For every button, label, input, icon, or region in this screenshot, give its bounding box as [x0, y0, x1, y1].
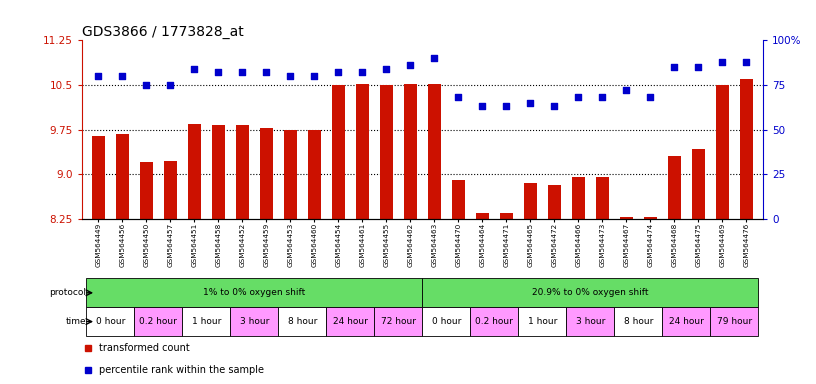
Point [499, 103, 512, 109]
Text: 3 hour: 3 hour [575, 317, 605, 326]
Bar [619, 217, 632, 219]
Point [164, 82, 177, 88]
Text: 8 hour: 8 hour [287, 317, 317, 326]
Bar [710, 307, 758, 336]
Bar [278, 307, 326, 336]
Point [644, 94, 657, 101]
Point [356, 70, 369, 76]
Point [212, 70, 225, 76]
Bar [499, 213, 512, 219]
Bar [230, 307, 278, 336]
Text: 24 hour: 24 hour [333, 317, 368, 326]
Point [667, 64, 681, 70]
Point [284, 73, 297, 79]
Point [236, 70, 249, 76]
Bar [452, 180, 465, 219]
Point [379, 66, 392, 72]
Bar [140, 162, 153, 219]
Bar [91, 136, 105, 219]
Text: 24 hour: 24 hour [669, 317, 703, 326]
Text: 72 hour: 72 hour [381, 317, 416, 326]
Bar [518, 307, 566, 336]
Point [524, 100, 537, 106]
Point [259, 70, 273, 76]
Point [116, 73, 129, 79]
Bar [284, 130, 297, 219]
Text: 1 hour: 1 hour [528, 317, 557, 326]
Text: 8 hour: 8 hour [623, 317, 653, 326]
Point [476, 103, 489, 109]
Bar [476, 213, 489, 219]
Bar [86, 307, 135, 336]
Point [739, 59, 752, 65]
Bar [164, 161, 177, 219]
Point [716, 59, 729, 65]
Bar [524, 183, 537, 219]
Bar [644, 217, 657, 219]
Bar [236, 126, 249, 219]
Bar [470, 307, 518, 336]
Text: 0.2 hour: 0.2 hour [140, 317, 177, 326]
Bar [182, 307, 230, 336]
Bar [116, 134, 129, 219]
Bar [596, 177, 609, 219]
Text: 0.2 hour: 0.2 hour [475, 317, 513, 326]
Text: 20.9% to 0% oxygen shift: 20.9% to 0% oxygen shift [532, 288, 649, 297]
Bar [739, 79, 753, 219]
Text: transformed count: transformed count [99, 343, 189, 353]
Bar [423, 307, 470, 336]
Bar [428, 84, 441, 219]
Bar [548, 185, 561, 219]
Bar [566, 307, 614, 336]
Text: time: time [66, 317, 86, 326]
Bar [135, 307, 182, 336]
Text: 3 hour: 3 hour [240, 317, 269, 326]
Bar [423, 278, 758, 307]
Bar [692, 149, 705, 219]
Point [92, 73, 105, 79]
Bar [259, 128, 273, 219]
Point [308, 73, 321, 79]
Bar [188, 124, 201, 219]
Bar [86, 278, 423, 307]
Point [404, 62, 417, 68]
Bar [667, 156, 681, 219]
Text: 0 hour: 0 hour [432, 317, 461, 326]
Point [572, 94, 585, 101]
Bar [572, 177, 585, 219]
Text: 1% to 0% oxygen shift: 1% to 0% oxygen shift [203, 288, 305, 297]
Point [188, 66, 201, 72]
Text: percentile rank within the sample: percentile rank within the sample [99, 366, 264, 376]
Bar [716, 85, 729, 219]
Point [332, 70, 345, 76]
Point [692, 64, 705, 70]
Text: 79 hour: 79 hour [716, 317, 752, 326]
Bar [379, 85, 392, 219]
Point [428, 55, 441, 61]
Text: GDS3866 / 1773828_at: GDS3866 / 1773828_at [82, 25, 243, 39]
Bar [375, 307, 423, 336]
Bar [308, 130, 321, 219]
Text: 0 hour: 0 hour [95, 317, 125, 326]
Bar [332, 85, 345, 219]
Point [452, 94, 465, 101]
Bar [404, 84, 417, 219]
Point [548, 103, 561, 109]
Bar [614, 307, 663, 336]
Point [619, 87, 632, 93]
Bar [212, 126, 225, 219]
Text: 1 hour: 1 hour [192, 317, 221, 326]
Point [596, 94, 609, 101]
Text: protocol: protocol [50, 288, 86, 297]
Bar [663, 307, 710, 336]
Point [140, 82, 153, 88]
Bar [326, 307, 375, 336]
Bar [356, 84, 369, 219]
